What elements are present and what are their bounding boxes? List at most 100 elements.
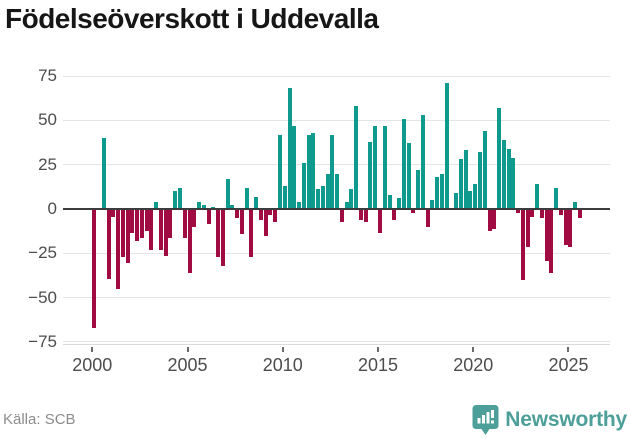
bar-2004-q1 — [168, 209, 173, 238]
bar-2018-q2 — [439, 173, 444, 209]
bar-2012-q3 — [330, 134, 335, 209]
x-axis-label-2010: 2010 — [262, 355, 303, 375]
y-axis-label-50: 50 — [38, 110, 57, 130]
bar-2008-q3 — [254, 196, 259, 209]
bar-2019-q4 — [468, 191, 473, 209]
bar-2019-q3 — [463, 150, 468, 209]
x-axis-label-2005: 2005 — [167, 355, 208, 375]
newsworthy-brand-link[interactable]: Newsworthy — [472, 400, 627, 439]
bar-2020-q2 — [478, 152, 482, 209]
bar-2012-q1 — [320, 185, 325, 209]
bar-2020-q1 — [473, 184, 478, 209]
bar-2020-q4 — [487, 209, 492, 231]
bar-2003-q3 — [158, 209, 163, 251]
bar-2016-q1 — [397, 198, 402, 209]
gridline-75 — [63, 75, 610, 77]
bar-2022-q2 — [516, 209, 521, 214]
bar-2006-q4 — [220, 209, 225, 267]
bar-2015-q2 — [382, 125, 387, 209]
x-axis-label-2015: 2015 — [357, 355, 399, 375]
bar-2003-q2 — [154, 201, 159, 209]
bar-2008-q4 — [258, 209, 263, 221]
gridline-50 — [63, 119, 610, 121]
bar-2009-q4 — [278, 134, 282, 209]
bar-2012-q4 — [335, 173, 340, 209]
x-tick-2005 — [186, 346, 189, 352]
bar-2025-q1 — [568, 209, 573, 247]
y-axis-label--25: −25 — [28, 243, 57, 263]
bar-2011-q3 — [311, 132, 316, 209]
x-tick-2010 — [281, 346, 284, 352]
bar-2005-q1 — [187, 209, 192, 274]
bar-2009-q3 — [273, 209, 278, 222]
newsworthy-logo-text: Newsworthy — [505, 407, 627, 431]
bar-2024-q2 — [554, 187, 559, 209]
bar-2007-q1 — [225, 178, 230, 209]
bar-2005-q2 — [192, 209, 197, 228]
x-axis-line — [63, 343, 610, 345]
x-tick-2020 — [472, 346, 475, 352]
bar-2010-q2 — [287, 88, 292, 209]
bar-2014-q2 — [363, 209, 368, 222]
bar-2001-q1 — [111, 209, 116, 217]
bar-2010-q4 — [297, 201, 302, 209]
chart-title: Födelseöverskott i Uddevalla — [5, 3, 379, 34]
y-axis-label-25: 25 — [38, 154, 57, 174]
bar-2001-q3 — [120, 209, 125, 258]
bar-2010-q3 — [292, 125, 297, 209]
bar-2003-q1 — [149, 209, 154, 251]
bar-2016-q3 — [406, 143, 411, 209]
y-axis-label-0: 0 — [47, 199, 57, 218]
bar-2013-q4 — [354, 106, 359, 209]
bar-2001-q2 — [116, 209, 121, 290]
y-axis-label--75: −75 — [28, 331, 57, 351]
bar-2017-q1 — [416, 169, 421, 209]
bar-2022-q1 — [511, 157, 516, 209]
bar-2017-q4 — [430, 200, 435, 209]
bar-2013-q3 — [349, 189, 354, 209]
bar-2022-q4 — [525, 209, 530, 247]
bar-2011-q2 — [306, 134, 311, 209]
bar-2006-q3 — [216, 209, 221, 258]
bar-2004-q4 — [182, 209, 187, 238]
x-tick-2015 — [377, 346, 379, 352]
bar-2014-q3 — [368, 141, 373, 209]
gridline--50 — [63, 297, 610, 299]
gridline--75 — [63, 341, 610, 343]
bar-2023-q2 — [535, 184, 540, 209]
bar-2023-q3 — [539, 209, 544, 219]
bar-2019-q1 — [454, 193, 459, 209]
bar-2016-q4 — [411, 209, 416, 214]
bar-2024-q3 — [558, 209, 563, 215]
zero-axis-line — [63, 207, 610, 211]
bar-2023-q4 — [544, 209, 549, 261]
bar-2017-q3 — [425, 209, 430, 228]
source-label: Källa: SCB — [3, 411, 76, 428]
bar-2024-q4 — [563, 209, 568, 245]
bar-2014-q1 — [358, 209, 363, 221]
bar-2007-q2 — [230, 205, 235, 209]
bar-2005-q4 — [201, 205, 206, 209]
bar-2017-q2 — [420, 115, 425, 209]
bar-2021-q3 — [501, 139, 506, 209]
bar-2021-q4 — [506, 148, 511, 209]
gridline-25 — [63, 164, 610, 166]
bar-2011-q4 — [316, 189, 321, 209]
bar-2006-q1 — [206, 209, 211, 224]
bar-2002-q1 — [130, 209, 135, 233]
bar-2005-q3 — [197, 201, 202, 209]
bar-2000-q4 — [106, 209, 111, 279]
bar-2014-q4 — [373, 125, 378, 209]
bar-2023-q1 — [530, 209, 535, 217]
bar-2002-q2 — [135, 209, 140, 242]
x-tick-2000 — [91, 346, 94, 352]
bar-2015-q4 — [392, 209, 397, 221]
bar-2002-q3 — [139, 209, 144, 238]
x-axis-label-2000: 2000 — [72, 355, 113, 375]
bar-2004-q2 — [173, 191, 178, 209]
bar-2024-q1 — [549, 209, 554, 274]
bar-2002-q4 — [144, 209, 149, 231]
bar-2025-q2 — [573, 201, 578, 209]
bar-2007-q4 — [239, 209, 244, 235]
bar-2000-q1 — [92, 209, 97, 329]
